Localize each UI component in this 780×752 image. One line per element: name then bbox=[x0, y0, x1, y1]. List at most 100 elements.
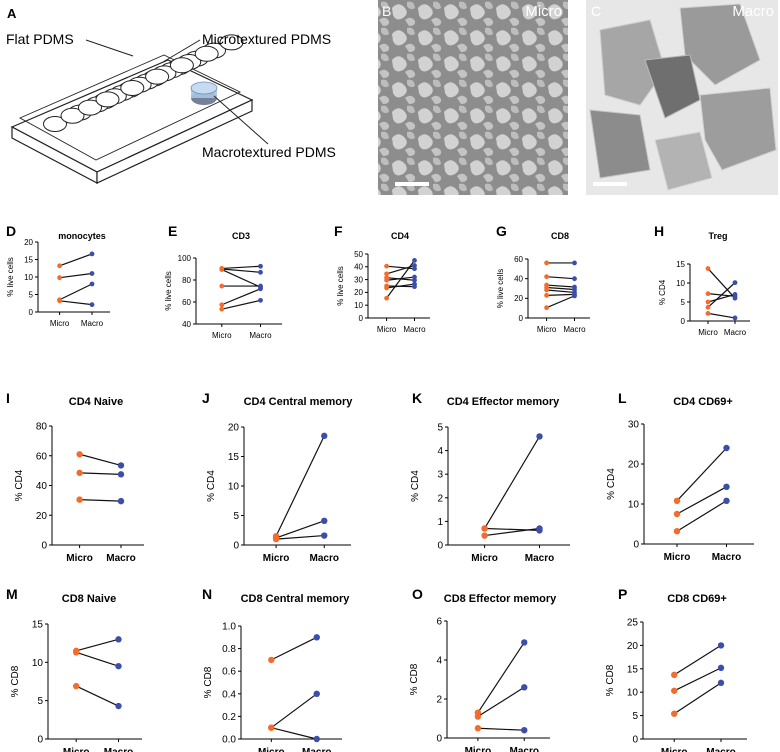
series-line bbox=[59, 300, 93, 306]
point-micro bbox=[705, 304, 711, 310]
y-tick-label: 0.2 bbox=[222, 712, 236, 723]
y-tick-label: 60 bbox=[514, 255, 523, 264]
chart-i: I CD4 Naive 0 20 40 60 80 Micro Macro % CD4 bbox=[6, 390, 144, 564]
y-tick-label: 5 bbox=[437, 423, 443, 434]
point-micro bbox=[673, 497, 681, 504]
series-pair bbox=[268, 634, 320, 664]
series-pair bbox=[544, 274, 577, 282]
x-tick-label: Micro bbox=[664, 552, 691, 563]
series-pair bbox=[76, 469, 125, 478]
chart-title: CD4 CD69+ bbox=[673, 396, 733, 408]
series-pair bbox=[673, 497, 730, 535]
point-macro bbox=[313, 690, 320, 697]
x-tick-label: Macro bbox=[706, 747, 735, 752]
y-tick-label: 10 bbox=[676, 279, 685, 288]
panel-letter: P bbox=[618, 586, 627, 602]
y-tick-label: 20 bbox=[24, 238, 33, 247]
series-pair bbox=[474, 725, 528, 734]
series-pair bbox=[474, 639, 528, 716]
point-micro bbox=[219, 306, 225, 312]
y-axis-label: % CD8 bbox=[10, 665, 21, 697]
series-line bbox=[546, 276, 575, 280]
series-line bbox=[221, 265, 261, 270]
point-macro bbox=[521, 684, 528, 691]
series-line bbox=[477, 686, 525, 718]
point-macro bbox=[117, 471, 125, 478]
series-pair bbox=[219, 286, 263, 308]
y-tick-label: 40 bbox=[182, 320, 191, 329]
y-tick-label: 10 bbox=[628, 500, 640, 511]
series-line bbox=[221, 268, 261, 273]
y-tick-label: 20 bbox=[36, 511, 48, 522]
point-macro bbox=[89, 302, 95, 308]
chart-title: CD4 Naive bbox=[69, 396, 123, 408]
point-micro bbox=[705, 299, 711, 305]
y-tick-label: 15 bbox=[228, 452, 240, 463]
panel-letter: E bbox=[168, 223, 177, 239]
x-tick-label: Micro bbox=[471, 553, 498, 564]
chart-k: K CD4 Effector memory 0 1 2 3 4 5 Micro Macro % CD… bbox=[410, 390, 570, 564]
chart-m: M CD8 Naive 0 5 10 15 Micro Macro % CD8 bbox=[6, 586, 142, 752]
y-tick-label: 0.0 bbox=[222, 735, 236, 746]
point-macro bbox=[321, 532, 328, 539]
y-tick-label: 4 bbox=[437, 446, 443, 457]
point-micro bbox=[384, 295, 389, 301]
y-tick-label: 5 bbox=[29, 290, 34, 299]
panel-letter: J bbox=[202, 390, 210, 406]
series-line bbox=[59, 283, 93, 301]
point-micro bbox=[544, 260, 549, 266]
point-macro bbox=[258, 286, 263, 292]
y-tick-label: 0 bbox=[359, 314, 364, 323]
point-micro bbox=[384, 277, 389, 283]
point-micro bbox=[481, 532, 488, 539]
panel-letter-c: C bbox=[591, 3, 601, 19]
series-pair bbox=[272, 532, 328, 543]
point-micro bbox=[673, 528, 681, 535]
x-tick-label: Macro bbox=[712, 552, 741, 563]
panel-letter-a: A bbox=[7, 6, 17, 21]
chart-title: Treg bbox=[708, 231, 727, 241]
x-tick-label: Macro bbox=[510, 746, 539, 752]
series-line bbox=[59, 253, 93, 267]
chart-title: CD4 Central memory bbox=[244, 396, 354, 408]
well-plate-illustration bbox=[10, 34, 254, 184]
series-pair bbox=[481, 433, 543, 532]
series-line bbox=[275, 435, 325, 537]
y-tick-label: 10 bbox=[228, 482, 240, 493]
series-line bbox=[79, 472, 122, 475]
point-macro bbox=[321, 432, 328, 440]
y-tick-label: 10 bbox=[354, 301, 363, 310]
label-microtextured-pdms: Microtextured PDMS bbox=[202, 31, 331, 47]
series-line bbox=[484, 527, 540, 537]
series-line bbox=[477, 727, 525, 731]
point-micro bbox=[384, 263, 389, 269]
point-macro bbox=[717, 664, 725, 672]
label-flat-pdms: Flat PDMS bbox=[6, 31, 74, 47]
series-line bbox=[484, 436, 541, 529]
y-tick-label: 15 bbox=[627, 664, 639, 675]
panel-letter-b: B bbox=[382, 3, 391, 19]
y-tick-label: 80 bbox=[182, 276, 191, 285]
point-macro bbox=[572, 293, 577, 299]
chart-title: CD8 Central memory bbox=[241, 593, 351, 605]
y-tick-label: 0 bbox=[519, 314, 524, 323]
x-tick-label: Micro bbox=[377, 325, 397, 334]
point-macro bbox=[717, 642, 725, 649]
point-macro bbox=[117, 462, 125, 469]
well bbox=[60, 107, 85, 124]
point-micro bbox=[384, 271, 389, 277]
series-line bbox=[546, 293, 575, 296]
y-tick-label: 5 bbox=[233, 511, 239, 522]
panel-letter: M bbox=[6, 586, 18, 602]
series-line bbox=[75, 685, 119, 707]
series-line bbox=[76, 651, 119, 667]
chart-title: monocytes bbox=[58, 231, 106, 241]
y-tick-label: 0 bbox=[29, 308, 34, 317]
series-line bbox=[59, 272, 93, 279]
point-micro bbox=[481, 525, 488, 532]
point-macro bbox=[258, 297, 263, 303]
chart-n: N CD8 Central memory 0.0 0.2 0.4 0.6 0.8 1.0 Mic… bbox=[202, 586, 350, 752]
y-tick-label: 1 bbox=[437, 517, 443, 528]
x-tick-label: Micro bbox=[263, 553, 290, 564]
